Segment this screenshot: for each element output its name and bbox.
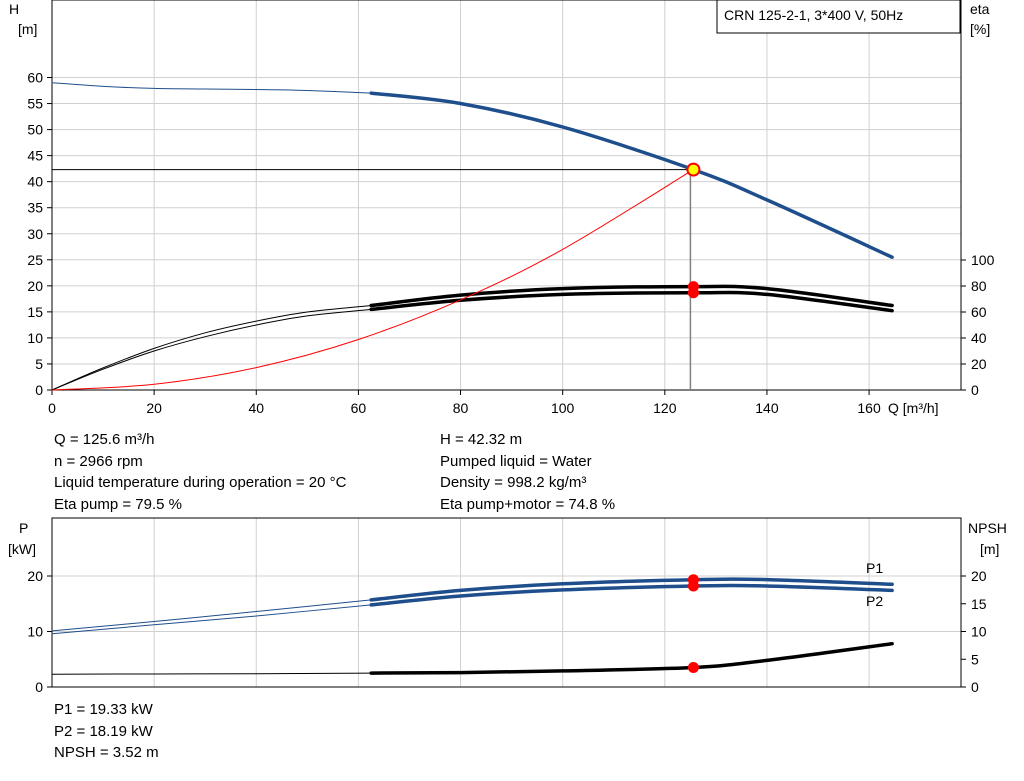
y-left-tick-label: 20 xyxy=(27,568,43,584)
p1-curve-thick xyxy=(369,577,894,602)
y-left-tick-label: 5 xyxy=(35,356,43,372)
y-right-tick-label: 20 xyxy=(971,356,987,372)
y-left-axis-unit: [m] xyxy=(18,21,37,37)
x-tick-label: 140 xyxy=(755,400,779,416)
p2-series-label: P2 xyxy=(866,593,883,609)
npsh-curve-thick xyxy=(369,641,894,675)
x-tick-label: 80 xyxy=(453,400,469,416)
y-left-tick-label: 10 xyxy=(27,624,43,640)
plot-border xyxy=(51,517,962,688)
p1-series-label: P1 xyxy=(866,560,883,576)
y-right-tick-label: 40 xyxy=(971,330,987,346)
y-right-tick-label: 100 xyxy=(971,252,995,268)
y-right-tick-label: 60 xyxy=(971,304,987,320)
y-left-tick-label: 0 xyxy=(35,679,43,695)
y-right-tick-label: 5 xyxy=(971,651,979,667)
legend-box xyxy=(716,0,961,34)
info-eta-total: Eta pump+motor = 74.8 % xyxy=(440,495,616,513)
x-tick-label: 20 xyxy=(146,400,162,416)
y-left-tick-label: 20 xyxy=(27,278,43,294)
y-left-tick-label: 35 xyxy=(27,200,43,216)
y-left-tick-label: 40 xyxy=(27,174,43,190)
y-left-tick-label: 30 xyxy=(27,226,43,242)
head-curve-thin xyxy=(51,82,372,94)
y-right-axis-label: eta xyxy=(970,1,990,17)
system-curve xyxy=(51,169,694,391)
npsh-curve-thin xyxy=(51,672,372,675)
y-left-tick-label: 50 xyxy=(27,122,43,138)
info-bottom: P1 = 19.33 kW P2 = 18.19 kW NPSH = 3.52 … xyxy=(54,699,159,764)
p1-curve-thin xyxy=(51,599,372,632)
y-right-tick-label: 0 xyxy=(971,382,979,398)
y-left-tick-label: 10 xyxy=(27,330,43,346)
y-right-tick-label: 10 xyxy=(971,624,987,640)
info-top-right: H = 42.32 m Pumped liquid = Water Densit… xyxy=(440,429,615,515)
y-right-axis-unit: [m] xyxy=(980,541,999,557)
x-tick-label: 120 xyxy=(653,400,677,416)
x-tick-label: 100 xyxy=(551,400,575,416)
y-right-tick-label: 20 xyxy=(971,568,987,584)
info-speed: n = 2966 rpm xyxy=(54,452,143,470)
y-right-tick-label: 0 xyxy=(971,679,979,695)
op-point-npsh xyxy=(687,661,699,673)
p2-curve-thick xyxy=(369,583,894,607)
y-left-axis-label: H xyxy=(9,1,19,17)
op-point-head xyxy=(686,162,701,177)
chart-2-frame xyxy=(47,517,966,688)
eta-curve-thick xyxy=(369,290,894,313)
x-tick-label: 160 xyxy=(857,400,881,416)
y-left-tick-label: 25 xyxy=(27,252,43,268)
eta-curve-thin xyxy=(51,308,372,391)
y-left-tick-label: 0 xyxy=(35,382,43,398)
x-tick-label: 60 xyxy=(351,400,367,416)
info-head: H = 42.32 m xyxy=(440,431,523,448)
eta-curve-thick xyxy=(369,284,894,308)
y-right-axis-unit: [%] xyxy=(970,21,990,37)
y-left-tick-label: 60 xyxy=(27,70,43,86)
y-right-tick-label: 80 xyxy=(971,278,987,294)
x-tick-label: 40 xyxy=(248,400,264,416)
x-axis-label: Q [m³/h] xyxy=(888,400,939,416)
y-left-axis-unit: [kW] xyxy=(8,541,36,557)
info-p1: P1 = 19.33 kW xyxy=(54,701,153,718)
y-left-tick-label: 55 xyxy=(27,96,43,112)
op-point-p2 xyxy=(687,580,699,592)
info-density: Density = 998.2 kg/m³ xyxy=(440,474,587,491)
plot-border xyxy=(51,0,962,391)
info-p2: P2 = 18.19 kW xyxy=(54,722,153,740)
info-flow: Q = 125.6 m³/h xyxy=(54,431,155,448)
eta-curve-thin xyxy=(51,305,372,391)
chart-1-frame xyxy=(47,0,966,391)
p2-curve-thin xyxy=(51,604,372,635)
y-right-tick-label: 15 xyxy=(971,596,987,612)
y-left-tick-label: 15 xyxy=(27,304,43,320)
info-eta-pump: Eta pump = 79.5 % xyxy=(54,495,182,513)
op-point-eta-total xyxy=(687,287,699,299)
head-curve-thick xyxy=(369,91,894,259)
info-liquid-temperature: Liquid temperature during operation = 20… xyxy=(54,474,347,491)
y-right-axis-label: NPSH xyxy=(968,520,1007,536)
y-left-axis-label: P xyxy=(19,520,28,536)
y-left-tick-label: 45 xyxy=(27,148,43,164)
legend-box-text: CRN 125-2-1, 3*400 V, 50Hz xyxy=(724,7,903,23)
info-npsh: NPSH = 3.52 m xyxy=(54,744,159,761)
info-pumped-liquid: Pumped liquid = Water xyxy=(440,452,592,470)
info-top-left: Q = 125.6 m³/h n = 2966 rpm Liquid tempe… xyxy=(54,429,346,515)
x-tick-label: 0 xyxy=(48,400,56,416)
